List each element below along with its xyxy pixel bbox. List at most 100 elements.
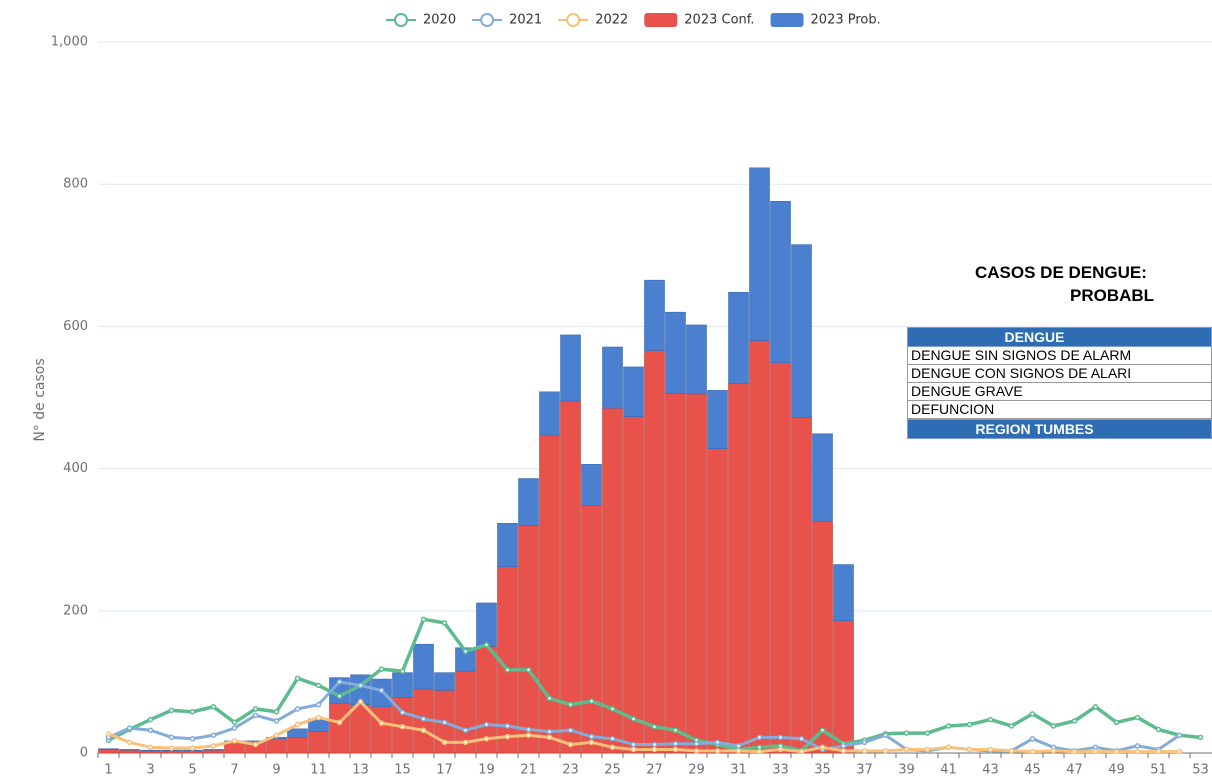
- point: [609, 736, 616, 742]
- bar: [497, 523, 518, 568]
- table-row: DENGUE GRAVE: [907, 383, 1212, 401]
- bar: [350, 704, 371, 754]
- bar: [749, 340, 770, 754]
- x-tick-label: 43: [982, 763, 999, 778]
- bar: [602, 346, 623, 409]
- point: [945, 744, 952, 751]
- y-tick-label: 400: [63, 461, 88, 476]
- y-tick-label: 0: [80, 746, 88, 761]
- point: [1134, 714, 1141, 721]
- point: [630, 741, 637, 748]
- bar: [140, 749, 161, 752]
- bar: [770, 200, 791, 363]
- point: [504, 723, 511, 729]
- point: [1155, 748, 1162, 755]
- point: [945, 723, 952, 729]
- bar: [644, 279, 665, 351]
- point: [861, 748, 868, 754]
- bar: [539, 434, 560, 754]
- point: [1008, 748, 1015, 754]
- bar: [581, 464, 602, 506]
- point: [1029, 748, 1036, 755]
- point: [672, 727, 679, 733]
- table-title: PROBABL: [1070, 286, 1155, 305]
- point: [672, 741, 679, 747]
- legend-icon: [480, 13, 495, 27]
- point: [525, 667, 532, 673]
- table-row: DENGUE CON SIGNOS DE ALARI: [907, 365, 1212, 383]
- x-tick-label: 37: [856, 763, 873, 778]
- point: [588, 698, 595, 704]
- point: [651, 741, 658, 748]
- point: [651, 723, 658, 730]
- point: [189, 745, 196, 751]
- point: [966, 746, 973, 753]
- x-tick-label: 19: [478, 763, 495, 778]
- point: [399, 668, 406, 674]
- point: [147, 744, 154, 751]
- point: [651, 746, 658, 753]
- bar: [560, 400, 581, 754]
- point: [462, 648, 469, 655]
- x-tick-label: 1: [104, 763, 112, 778]
- point: [756, 748, 763, 755]
- point: [525, 732, 532, 738]
- point: [294, 706, 301, 712]
- point: [483, 642, 490, 648]
- point: [504, 667, 511, 673]
- point: [1155, 726, 1162, 733]
- bar: [728, 382, 749, 754]
- point: [336, 693, 343, 699]
- point: [756, 734, 763, 741]
- legend-label: 2023 Conf.: [684, 13, 754, 28]
- point: [105, 731, 112, 737]
- bar: [665, 311, 686, 394]
- y-axis-label: N° de casos: [32, 358, 48, 441]
- legend-label: 2020: [423, 13, 456, 28]
- bar: [602, 407, 623, 754]
- line: [107, 700, 1180, 754]
- point: [399, 723, 406, 730]
- point: [378, 666, 385, 672]
- point: [1071, 718, 1078, 724]
- point: [819, 744, 826, 751]
- point: [315, 714, 322, 721]
- point: [567, 727, 574, 733]
- legend-label: 2023 Prob.: [811, 13, 881, 28]
- point: [567, 701, 574, 708]
- point: [189, 709, 196, 715]
- bar: [287, 728, 308, 738]
- point: [882, 748, 889, 754]
- point: [1176, 748, 1183, 755]
- bar: [686, 324, 707, 395]
- point: [357, 682, 364, 689]
- bar: [539, 391, 560, 436]
- point: [798, 748, 805, 755]
- point: [630, 716, 637, 722]
- point: [693, 748, 700, 754]
- point: [966, 721, 973, 728]
- bar: [140, 750, 161, 754]
- table-row: DENGUE SIN SIGNOS DE ALARM: [907, 347, 1212, 365]
- point: [210, 743, 217, 749]
- bar: [833, 620, 854, 754]
- x-tick-label: 17: [436, 763, 453, 778]
- bar: [560, 334, 581, 402]
- point: [252, 741, 259, 748]
- bar: [770, 362, 791, 754]
- legend-icon: [770, 13, 804, 27]
- point: [336, 679, 343, 685]
- point: [609, 706, 616, 712]
- point: [378, 687, 385, 694]
- point: [546, 734, 553, 741]
- point: [231, 725, 238, 731]
- point: [420, 616, 427, 623]
- bar: [476, 602, 497, 647]
- point: [126, 739, 133, 746]
- point: [1071, 748, 1078, 755]
- point: [924, 746, 931, 753]
- bar: [308, 731, 329, 754]
- point: [903, 746, 910, 753]
- point: [252, 712, 259, 719]
